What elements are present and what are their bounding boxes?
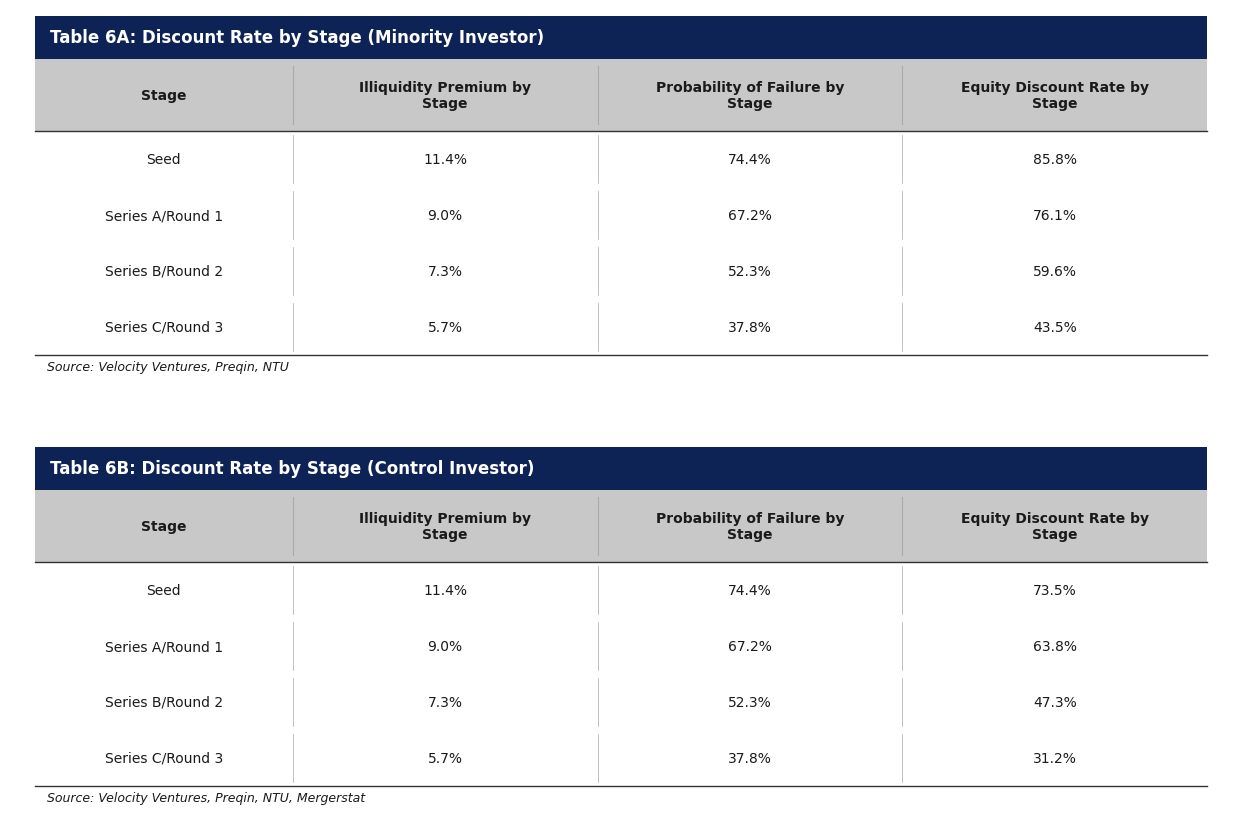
Bar (35, 188, 1207, 243)
Text: Stage: Stage (142, 519, 186, 533)
Bar (35, 299, 1207, 355)
Text: 67.2%: 67.2% (728, 640, 773, 653)
Text: Illiquidity Premium by
Stage: Illiquidity Premium by Stage (359, 512, 532, 542)
Text: Source: Velocity Ventures, Preqin, NTU: Source: Velocity Ventures, Preqin, NTU (46, 361, 288, 374)
Text: 52.3%: 52.3% (728, 264, 771, 278)
Text: 63.8%: 63.8% (1033, 640, 1077, 653)
Text: 5.7%: 5.7% (427, 751, 462, 765)
Text: Stage: Stage (142, 89, 186, 103)
Text: Probability of Failure by
Stage: Probability of Failure by Stage (656, 512, 845, 542)
Text: Source: Velocity Ventures, Preqin, NTU, Mergerstat: Source: Velocity Ventures, Preqin, NTU, … (46, 792, 365, 804)
Text: 11.4%: 11.4% (424, 584, 467, 598)
Text: 7.3%: 7.3% (427, 695, 462, 709)
Text: Seed: Seed (147, 584, 181, 598)
Bar (35, 132, 1207, 188)
Text: Series A/Round 1: Series A/Round 1 (104, 640, 222, 653)
Text: 37.8%: 37.8% (728, 751, 773, 765)
Text: Series B/Round 2: Series B/Round 2 (104, 695, 222, 709)
Text: 74.4%: 74.4% (728, 584, 771, 598)
Text: 76.1%: 76.1% (1033, 209, 1077, 222)
Text: Table 6B: Discount Rate by Stage (Control Investor): Table 6B: Discount Rate by Stage (Contro… (50, 460, 534, 477)
Text: Series A/Round 1: Series A/Round 1 (104, 209, 222, 222)
Text: 85.8%: 85.8% (1033, 153, 1077, 167)
Text: 37.8%: 37.8% (728, 320, 773, 334)
Bar (35, 730, 1207, 786)
Text: Probability of Failure by
Stage: Probability of Failure by Stage (656, 81, 845, 111)
Text: 43.5%: 43.5% (1033, 320, 1077, 334)
Bar (35, 563, 1207, 619)
Text: 52.3%: 52.3% (728, 695, 771, 709)
Bar (35, 490, 1207, 563)
Text: 74.4%: 74.4% (728, 153, 771, 167)
Text: 67.2%: 67.2% (728, 209, 773, 222)
Text: Equity Discount Rate by
Stage: Equity Discount Rate by Stage (961, 512, 1149, 542)
Bar (35, 59, 1207, 132)
Bar (35, 17, 1207, 59)
Bar (35, 447, 1207, 490)
Text: 31.2%: 31.2% (1033, 751, 1077, 765)
Text: Table 6A: Discount Rate by Stage (Minority Investor): Table 6A: Discount Rate by Stage (Minori… (50, 29, 544, 47)
Text: 59.6%: 59.6% (1033, 264, 1077, 278)
Text: Series B/Round 2: Series B/Round 2 (104, 264, 222, 278)
Text: 9.0%: 9.0% (427, 209, 463, 222)
Bar (35, 674, 1207, 730)
Text: 7.3%: 7.3% (427, 264, 462, 278)
Text: 5.7%: 5.7% (427, 320, 462, 334)
Bar (35, 619, 1207, 674)
Text: 47.3%: 47.3% (1033, 695, 1077, 709)
Text: 73.5%: 73.5% (1033, 584, 1077, 598)
Text: Equity Discount Rate by
Stage: Equity Discount Rate by Stage (961, 81, 1149, 111)
Text: 9.0%: 9.0% (427, 640, 463, 653)
Text: Series C/Round 3: Series C/Round 3 (104, 751, 222, 765)
Bar (35, 243, 1207, 299)
Text: Seed: Seed (147, 153, 181, 167)
Text: Series C/Round 3: Series C/Round 3 (104, 320, 222, 334)
Text: 11.4%: 11.4% (424, 153, 467, 167)
Text: Illiquidity Premium by
Stage: Illiquidity Premium by Stage (359, 81, 532, 111)
